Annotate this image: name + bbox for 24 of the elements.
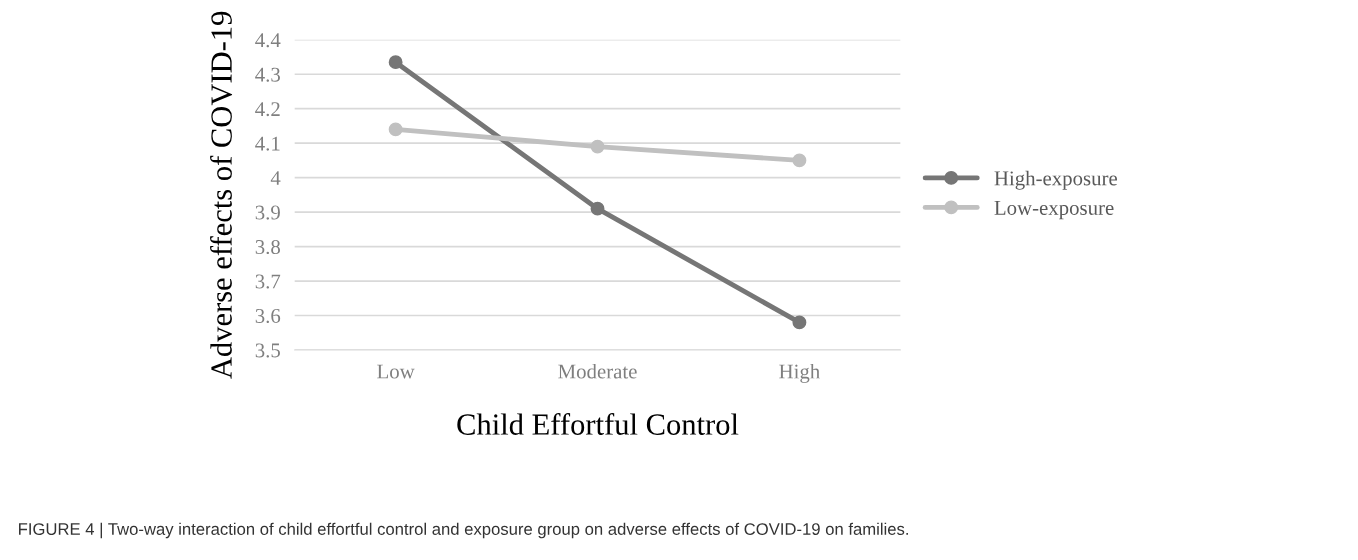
point (590, 139, 605, 154)
legend-label: Low-exposure (994, 201, 1114, 220)
y-tick-label: 3.6 (255, 308, 281, 324)
point (590, 201, 605, 216)
y-tick-label: 4.3 (255, 67, 280, 82)
y-tick-label: 4.1 (255, 136, 280, 151)
caption: FIGURE 4 | Two-way interaction of child effortful control and exposure group on adverse effects of COVID-19 on families. (19, 522, 908, 539)
y-tick-label: 3.9 (255, 205, 280, 220)
point (388, 55, 403, 70)
point (388, 122, 403, 137)
x-tick-label: High (779, 363, 820, 383)
x-axis-title: Child Effortful Control (457, 413, 739, 435)
y-axis-title: Adverse effects of COVID-19 (210, 11, 233, 379)
y-tick-label: 4 (270, 171, 281, 185)
point (792, 153, 807, 168)
x-tick-label: Moderate (558, 363, 637, 379)
point (792, 315, 807, 330)
x-tick-label: Low (377, 364, 415, 379)
legend-label: High-exposure (994, 170, 1117, 190)
y-tick-label: 3.7 (255, 274, 281, 289)
y-tick-label: 4.2 (255, 102, 280, 117)
y-tick-label: 3.8 (255, 239, 280, 255)
y-tick-label: 3.5 (255, 343, 280, 358)
y-tick-label: 4.4 (255, 33, 281, 48)
